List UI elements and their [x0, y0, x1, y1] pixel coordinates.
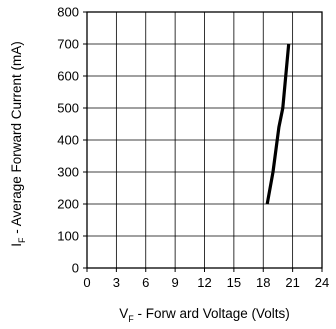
- y-axis-title-main: I: [9, 243, 24, 247]
- y-tick-label: 500: [57, 101, 79, 116]
- x-axis-title: VF - Forw ard Voltage (Volts): [119, 306, 290, 324]
- x-tick-label: 21: [285, 275, 299, 290]
- y-tick-label: 400: [57, 133, 79, 148]
- x-tick-label: 6: [142, 275, 149, 290]
- y-tick-label: 700: [57, 37, 79, 52]
- x-axis-title-main: V: [119, 306, 128, 321]
- x-tick-label: 15: [227, 275, 241, 290]
- x-tick-label: 3: [113, 275, 120, 290]
- y-tick-label: 200: [57, 197, 79, 212]
- series-layer: [265, 43, 291, 205]
- plot-frame: [86, 11, 323, 269]
- y-tick-label: 300: [57, 165, 79, 180]
- x-tick-label: 18: [256, 275, 270, 290]
- x-axis-title-subscript: F: [128, 314, 134, 324]
- series-line: [265, 43, 291, 205]
- x-axis-title-rest: - Forw ard Voltage (Volts): [134, 306, 290, 321]
- tick-labels: 0 3 6 9 12 15 18 21 24 0 100 200 300 400 500 600 700 800: [57, 5, 329, 291]
- x-tick-label: 12: [197, 275, 211, 290]
- y-tick-label: 100: [57, 229, 79, 244]
- x-tick-label: 9: [172, 275, 179, 290]
- y-tick-label: 600: [57, 69, 79, 84]
- y-axis-title-rest: - Average Forward Current (mA): [9, 41, 24, 237]
- y-axis-title-subscript: F: [17, 237, 27, 243]
- y-tick-label: 0: [72, 261, 79, 276]
- grid: [87, 12, 322, 268]
- y-tick-label: 800: [57, 5, 79, 20]
- x-tick-label: 24: [315, 275, 329, 290]
- x-tick-label: 0: [83, 275, 90, 290]
- y-axis-title: IF - Average Forward Current (mA): [9, 41, 27, 247]
